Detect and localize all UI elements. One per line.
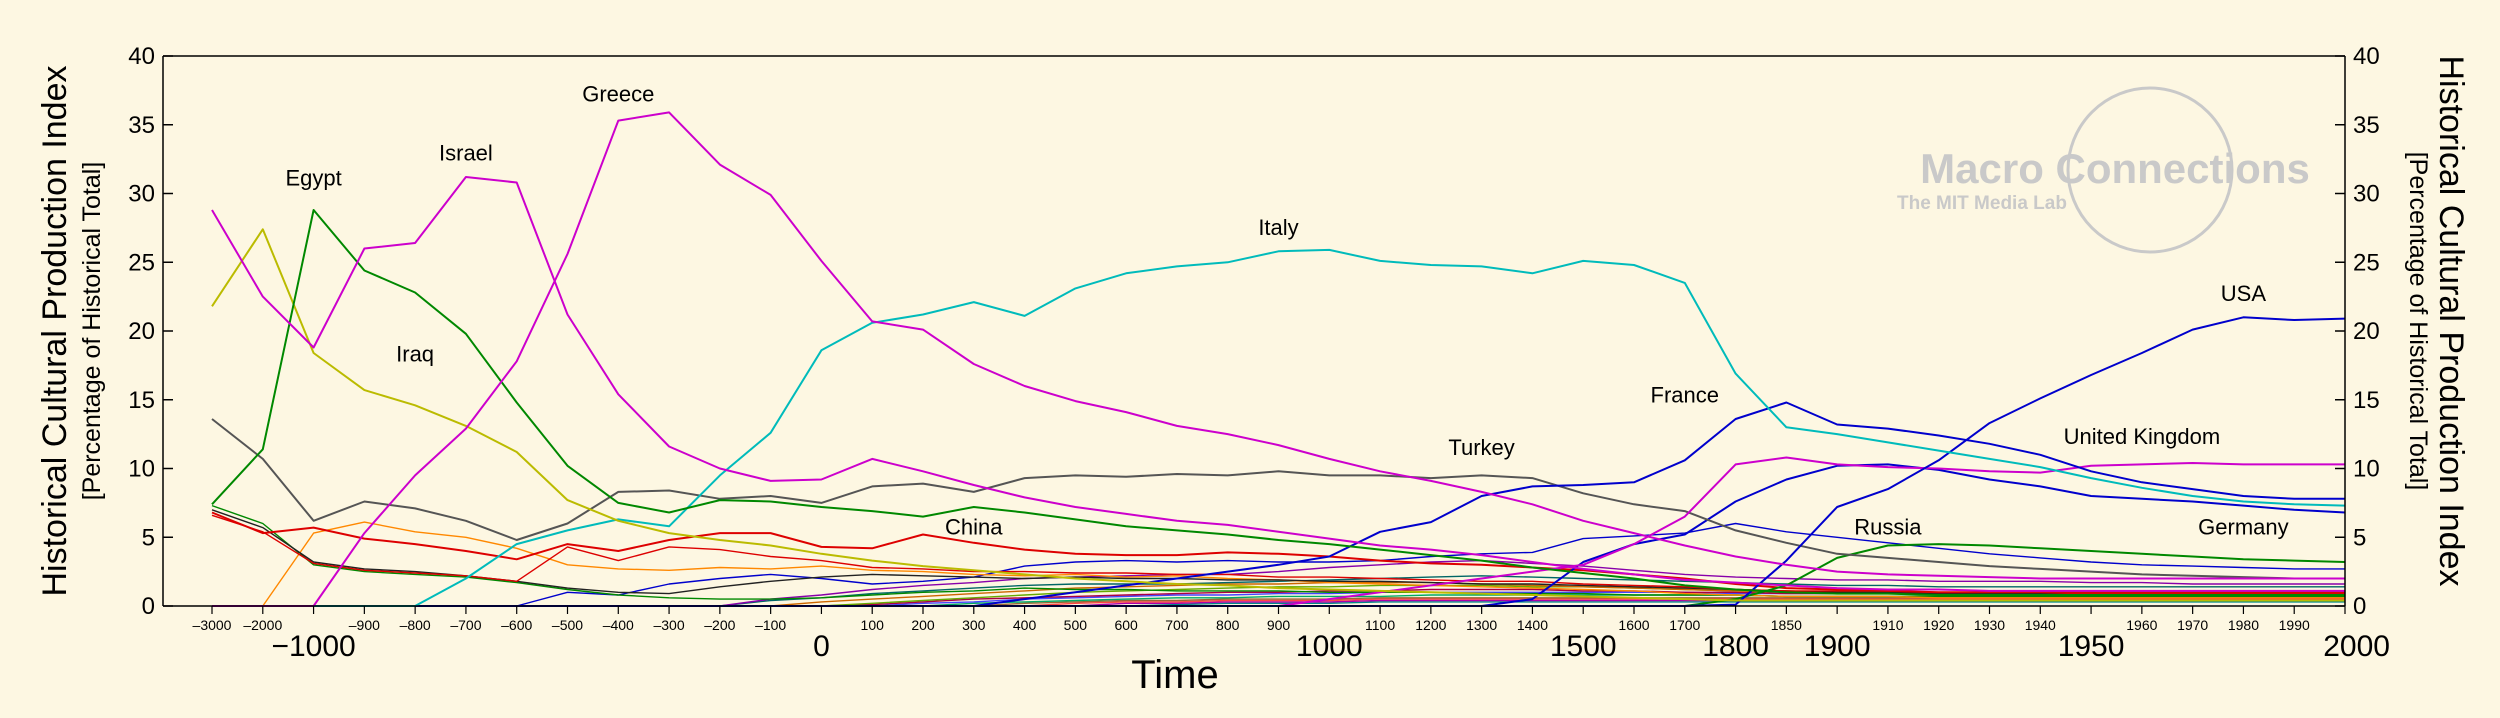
series-line-greece	[211, 176, 2345, 592]
y-tick-label-right: 15	[2353, 387, 2380, 414]
x-tick-label-major: 0	[813, 630, 830, 663]
x-tick-label-minor: 300	[962, 617, 986, 633]
x-tick-label-minor: –3000	[193, 617, 232, 633]
country-label-usa: USA	[2221, 281, 2267, 306]
y-tick-label-right: 20	[2353, 318, 2380, 345]
country-label-italy: Italy	[1258, 215, 1298, 240]
x-tick-label-major: 1000	[1296, 630, 1363, 663]
x-tick-label-minor: 800	[1216, 617, 1240, 633]
country-label-turkey: Turkey	[1448, 435, 1514, 460]
series-line-china	[211, 511, 2345, 595]
y-tick-label-right: 30	[2353, 181, 2380, 208]
y-axis-label-right: Historical Cultural Production Index	[2432, 55, 2470, 586]
y-tick-label-right: 10	[2353, 456, 2380, 483]
y-tick-label-right: 35	[2353, 112, 2380, 139]
y-tick-label-left: 20	[128, 318, 155, 345]
series-line-france	[212, 401, 2345, 607]
watermark-circle	[2066, 86, 2234, 254]
watermark-title: Macro Connections	[1920, 145, 2310, 192]
x-tick-label-minor: –2000	[243, 617, 282, 633]
y-tick-label-left: 30	[128, 181, 155, 208]
x-tick-label-minor: 1700	[1669, 617, 1700, 633]
y-tick-label-left: 35	[128, 112, 155, 139]
y-tick-label-left: 40	[128, 43, 155, 70]
x-tick-label-major: 2000	[2323, 630, 2390, 663]
x-tick-label-minor: 700	[1165, 617, 1189, 633]
plot-frame	[162, 55, 2346, 607]
series-line-unnamed-16	[212, 522, 2345, 607]
y-tick-label-left: 5	[142, 524, 155, 551]
y-tick-label-right: 25	[2353, 249, 2380, 276]
x-tick-label-minor: 1930	[1974, 617, 2005, 633]
y-tick-label-right: 40	[2353, 43, 2380, 70]
country-label-egypt: Egypt	[285, 165, 341, 190]
x-tick-label-minor: 400	[1013, 617, 1037, 633]
y-axis-sublabel-left: [Percentage of Historical Total]	[78, 162, 106, 501]
series-line-unnamed-13	[211, 509, 2345, 595]
series-line-egypt	[211, 209, 2345, 596]
watermark: Macro Connections The MIT Media Lab	[1897, 86, 2310, 254]
y-tick-label-left: 10	[128, 456, 155, 483]
x-ticks: –3000 –2000 –900 –800 –700 –600 –500 –400 –300 –2…	[193, 606, 2390, 663]
x-tick-label-minor: 200	[911, 617, 935, 633]
x-tick-label-minor: –900	[349, 617, 380, 633]
country-label-russia: Russia	[1854, 515, 1922, 540]
country-labels: Egypt Israel Greece Iraq Italy Turkey France Ch…	[285, 81, 2288, 539]
x-tick-label-minor: 900	[1267, 617, 1291, 633]
series-line-turkey	[211, 418, 2345, 580]
country-label-united-kingdom: United Kingdom	[2064, 424, 2221, 449]
y-tick-label-left: 0	[142, 593, 155, 620]
x-tick-label-major: −1000	[271, 630, 355, 663]
watermark-subtitle: The MIT Media Lab	[1897, 193, 2067, 214]
x-tick-label-major: 1950	[2058, 630, 2125, 663]
y-tick-label-left: 15	[128, 387, 155, 414]
x-tick-label-minor: –100	[755, 617, 786, 633]
x-tick-label-minor: 1920	[1923, 617, 1954, 633]
country-label-germany: Germany	[2198, 515, 2288, 540]
country-label-china: China	[945, 515, 1003, 540]
y-axis-label-left: Historical Cultural Production Index	[36, 65, 74, 596]
x-tick-label-minor: –800	[400, 617, 431, 633]
x-tick-label-minor: 1970	[2177, 617, 2208, 633]
x-tick-label-minor: 100	[861, 617, 885, 633]
y-tick-label-left: 25	[128, 249, 155, 276]
y-axis-sublabel-right: [Percentage of Historical Total]	[2404, 152, 2432, 491]
x-tick-label-major: 1500	[1550, 630, 1617, 663]
x-tick-label-minor: 1850	[1771, 617, 1802, 633]
x-tick-label-minor: 1400	[1517, 617, 1548, 633]
series-line-unnamed-15	[211, 504, 2345, 600]
series-line-israel	[212, 111, 2345, 607]
y-tick-label-right: 5	[2353, 524, 2366, 551]
y-tick-label-right: 0	[2353, 593, 2366, 620]
x-tick-label-minor: –600	[501, 617, 532, 633]
x-tick-label-minor: 600	[1114, 617, 1138, 633]
country-label-france: France	[1651, 383, 1719, 408]
y-ticks: 0 0 5 5 10 10 15 15 20 20 25 25 30 30 35 35 40 40	[128, 43, 2379, 620]
x-tick-label-minor: –700	[450, 617, 481, 633]
country-label-iraq: Iraq	[396, 341, 434, 366]
country-label-israel: Israel	[439, 141, 493, 166]
x-tick-label-minor: 1980	[2228, 617, 2259, 633]
x-tick-label-minor: 1600	[1618, 617, 1649, 633]
x-tick-label-minor: 1300	[1466, 617, 1497, 633]
series-line-italy	[212, 248, 2346, 607]
x-tick-label-minor: –400	[603, 617, 634, 633]
country-label-greece: Greece	[582, 81, 654, 106]
x-tick-label-minor: 1100	[1365, 617, 1395, 633]
x-tick-label-minor: –200	[704, 617, 735, 633]
x-tick-label-minor: 1200	[1415, 617, 1446, 633]
x-axis-label: Time	[1131, 653, 1218, 697]
x-tick-label-minor: 1940	[2025, 617, 2056, 633]
x-tick-label-minor: 1990	[2279, 617, 2310, 633]
x-tick-label-minor: 1960	[2126, 617, 2157, 633]
x-tick-label-minor: –300	[653, 617, 684, 633]
x-tick-label-major: 1800	[1702, 630, 1769, 663]
x-tick-label-minor: 1910	[1872, 617, 1903, 633]
x-tick-label-minor: –500	[552, 617, 583, 633]
x-tick-label-minor: 500	[1064, 617, 1088, 633]
series-line-iraq	[211, 228, 2345, 602]
x-tick-label-major: 1900	[1804, 630, 1871, 663]
